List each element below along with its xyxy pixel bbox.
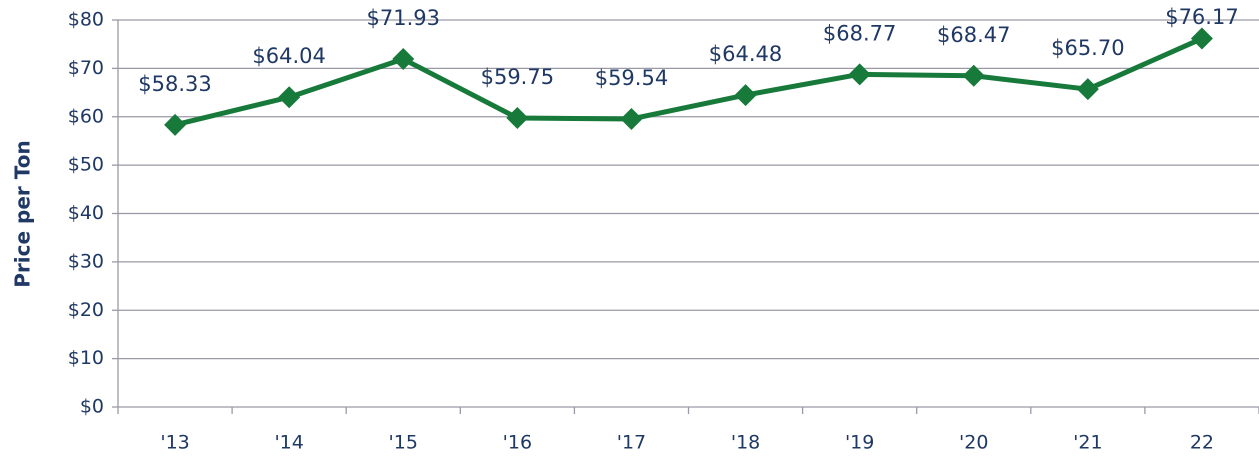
y-tick-label: $40 [68,202,104,224]
data-label: $64.04 [252,44,325,68]
point [1076,78,1099,101]
x-tick-label: '17 [617,432,646,454]
x-tick-label: '20 [959,432,988,454]
y-tick-label: $20 [68,299,104,321]
line [174,36,1203,128]
data-label: $71.93 [367,6,440,30]
point [278,86,301,109]
point [620,107,643,130]
y-tick-label: $0 [80,396,104,418]
x-tick-label: '18 [731,432,760,454]
point [506,106,529,129]
x-tick-label: '19 [845,432,874,454]
point [164,113,187,136]
data-label: $59.54 [595,66,668,90]
data-label: $68.77 [823,21,896,45]
y-axis-title: Price per Ton [11,140,35,287]
point [962,64,985,87]
y-tick-label: $30 [68,250,104,272]
data-label: $76.17 [1165,5,1238,29]
point [392,48,415,71]
data-label: $65.70 [1051,36,1124,60]
data-label: $68.47 [937,23,1010,47]
data-label: $59.75 [481,65,554,89]
point [1190,27,1213,50]
x-tick-label: '16 [503,432,532,454]
x-tick-label: '13 [160,432,189,454]
x-tick-label: '15 [389,432,418,454]
x-tick-label: 22 [1190,432,1214,454]
point [848,63,871,86]
y-tick-label: $50 [68,154,104,176]
data-label: $64.48 [709,42,782,66]
y-tick-label: $10 [68,347,104,369]
y-tick-label: $70 [68,57,104,79]
y-tick-label: $80 [68,9,104,31]
point [734,84,757,107]
x-tick-label: '14 [274,432,303,454]
x-tick-label: '21 [1073,432,1102,454]
data-label: $58.33 [138,72,211,96]
y-tick-label: $60 [68,105,104,127]
